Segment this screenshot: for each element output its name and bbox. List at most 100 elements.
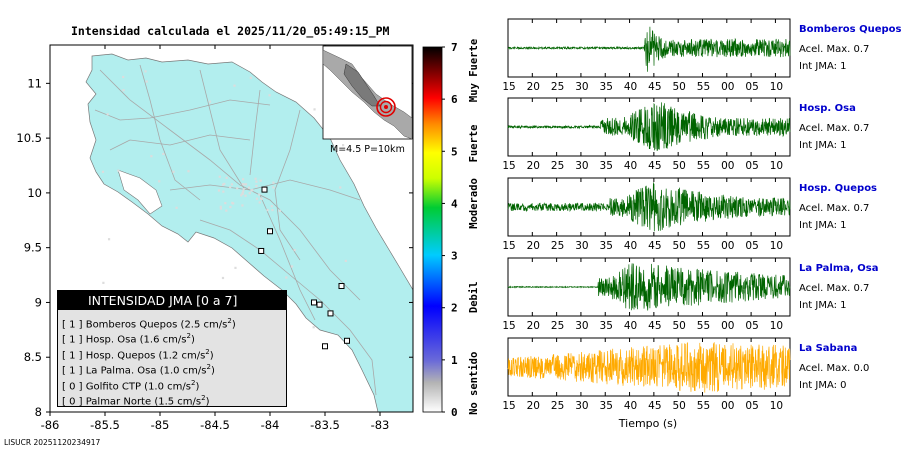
- city-dot: [293, 248, 296, 252]
- city-dot: [221, 276, 225, 280]
- city-dot: [241, 192, 244, 195]
- legend-close-paren: ): [209, 350, 214, 362]
- legend-close-paren: ): [205, 396, 210, 408]
- city-dot: [219, 205, 222, 208]
- city-dot: [272, 186, 275, 189]
- colorbar-label: Muy Fuerte: [468, 39, 480, 102]
- city-dot: [240, 194, 243, 197]
- legend-level: [ 1 ]: [62, 350, 86, 362]
- city-dot: [241, 204, 244, 207]
- city-dot: [249, 76, 252, 79]
- legend-item: [ 1 ] Hosp. Osa (1.6 cm/s2): [62, 329, 286, 346]
- city-dot: [290, 265, 294, 268]
- legend-level: [ 0 ]: [62, 396, 86, 408]
- time-tick-label: 30: [575, 320, 588, 332]
- time-tick-label: 50: [672, 240, 685, 252]
- time-tick-label: 55: [697, 320, 710, 332]
- station-info: La Palma, Osa Acel. Max. 0.7 Int JMA: 1: [799, 263, 907, 317]
- seismogram-panel: 15 20 25 30 35 40 45 50 55 00 05 10: [502, 337, 791, 412]
- seismogram-panel: 15 20 25 30 35 40 45 50 55 00 05 10: [502, 177, 791, 252]
- legend-accel-value: (1.2 cm/s: [158, 350, 206, 362]
- legend-level: [ 1 ]: [62, 319, 86, 331]
- city-dot: [101, 170, 105, 173]
- time-tick-label: 10: [770, 81, 783, 93]
- map-lat-tick-label: 10: [27, 186, 42, 200]
- city-dot: [255, 180, 258, 183]
- time-tick-label: 30: [575, 160, 588, 172]
- city-dot: [117, 169, 120, 172]
- waveform-line: [507, 102, 791, 152]
- city-dot: [221, 183, 225, 186]
- city-dot: [187, 170, 190, 173]
- city-dot: [150, 155, 153, 158]
- city-dot: [251, 189, 254, 192]
- map-lat-tick-label: 8.5: [24, 350, 42, 364]
- waveform-line: [507, 26, 791, 72]
- colorbar-labels: No sentido Debil Moderado Fuerte Muy Fuerte: [468, 39, 480, 415]
- legend-station-name: Golfito CTP: [85, 380, 145, 392]
- city-dot: [278, 209, 281, 212]
- station-jma-intensity: Int JMA: 1: [799, 140, 847, 151]
- city-dot: [122, 89, 125, 92]
- city-dot: [259, 179, 262, 182]
- legend-unit-exponent: 2: [186, 332, 191, 341]
- seismogram-panel: 15 20 25 30 35 40 45 50 55 00 05 10: [502, 257, 791, 332]
- time-tick-label: 15: [502, 240, 515, 252]
- waveform-line: [507, 182, 791, 232]
- station-info: Hosp. Quepos Acel. Max. 0.7 Int JMA: 1: [799, 183, 907, 237]
- city-dot: [254, 177, 257, 180]
- time-tick-label: 20: [527, 240, 540, 252]
- intensity-legend: INTENSIDAD JMA [0 a 7] [ 1 ] Bomberos Qu…: [57, 290, 287, 407]
- city-dot: [158, 180, 161, 183]
- time-tick-label: 25: [551, 160, 564, 172]
- city-dot: [255, 184, 258, 188]
- city-dot: [285, 276, 288, 279]
- city-dot: [312, 326, 315, 329]
- seismogram-panel: 15 20 25 30 35 40 45 50 55 00 05 10: [502, 97, 791, 172]
- inset-map: M=4.5 P=10km: [322, 45, 413, 155]
- city-dot: [247, 186, 251, 189]
- legend-title: INTENSIDAD JMA [0 a 7]: [58, 291, 286, 310]
- map-lat-tick-label: 11: [27, 76, 42, 90]
- city-dot: [225, 209, 228, 212]
- legend-level: [ 1 ]: [62, 334, 86, 346]
- legend-station-name: Hosp. Osa: [85, 334, 140, 346]
- map-lat-tick-label: 8: [35, 405, 42, 419]
- station-jma-intensity: Int JMA: 0: [799, 380, 847, 391]
- station-marker: [316, 301, 323, 308]
- time-tick-label: 10: [770, 400, 783, 412]
- legend-accel-value: (1.5 cm/s: [154, 396, 202, 408]
- city-dot: [162, 152, 165, 156]
- map-lon-tick-label: -83: [371, 418, 390, 432]
- city-dot: [145, 80, 148, 83]
- time-tick-label: 50: [672, 400, 685, 412]
- map-lon-tick-label: -84.5: [200, 418, 230, 432]
- station-jma-intensity: Int JMA: 1: [799, 220, 847, 231]
- time-tick-label: 05: [745, 320, 758, 332]
- city-dot: [144, 70, 147, 73]
- legend-accel-value: (1.6 cm/s: [139, 334, 187, 346]
- legend-accel-value: (1.0 cm/s: [144, 380, 191, 392]
- time-tick-label: 15: [502, 400, 515, 412]
- legend-accel-value: (1.0 cm/s: [159, 365, 207, 377]
- time-tick-label: 00: [721, 81, 734, 93]
- city-dot: [341, 144, 345, 147]
- time-tick-label: 00: [721, 240, 734, 252]
- legend-station-name: Bomberos Quepos: [85, 319, 181, 331]
- time-tick-label: 35: [600, 400, 613, 412]
- seismogram-panel: 15 20 25 30 35 40 45 50 55 00 05 10: [502, 18, 791, 93]
- legend-unit-exponent: 2: [206, 363, 211, 372]
- waveform-line: [507, 342, 791, 393]
- time-tick-label: 30: [575, 400, 588, 412]
- station-marker: [338, 283, 345, 290]
- legend-unit-exponent: 2: [201, 393, 206, 402]
- city-dot: [243, 183, 246, 186]
- legend-item: [ 0 ] Golfito CTP (1.0 cm/s2): [62, 376, 286, 392]
- time-tick-label: 05: [745, 81, 758, 93]
- legend-item: [ 1 ] Hosp. Quepos (1.2 cm/s2): [62, 345, 286, 362]
- colorbar-tick-label: 0: [451, 406, 458, 419]
- legend-close-paren: ): [210, 365, 215, 377]
- station-marker: [267, 228, 273, 235]
- station-name: Bomberos Quepos: [799, 24, 902, 35]
